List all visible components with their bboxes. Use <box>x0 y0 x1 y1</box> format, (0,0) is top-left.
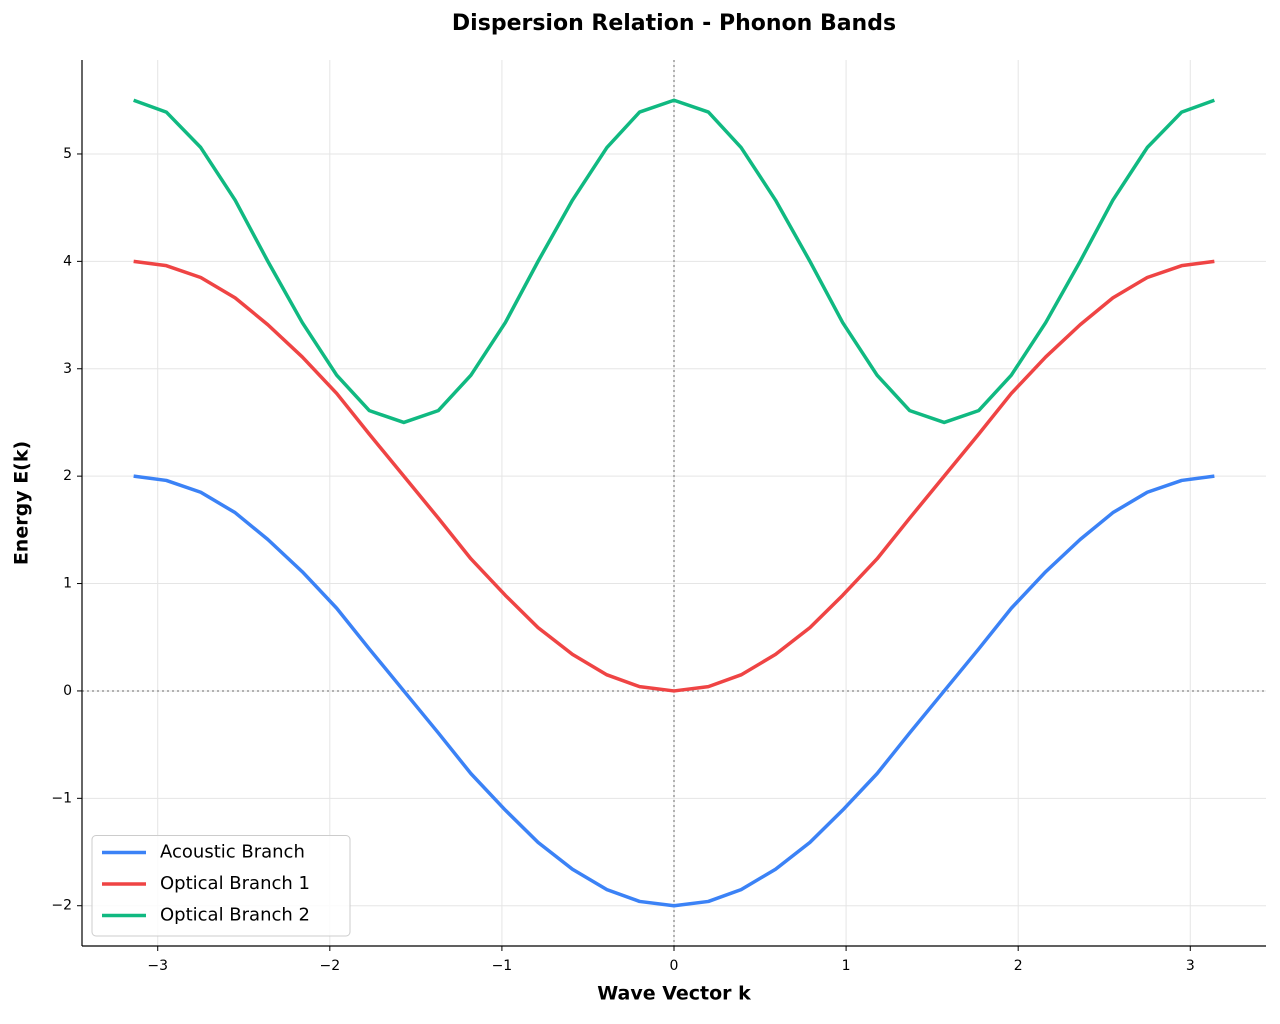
y-tick-label: −2 <box>51 898 72 914</box>
x-tick-label: −2 <box>319 958 340 974</box>
legend <box>91 835 351 937</box>
x-tick-label: −3 <box>147 958 168 974</box>
y-tick-label: 1 <box>63 576 72 592</box>
x-tick-label: 2 <box>1014 958 1023 974</box>
y-axis-label: Energy E(k) <box>11 441 33 565</box>
y-tick-label: 0 <box>63 683 72 699</box>
y-tick-label: 3 <box>63 361 72 377</box>
x-tick-label: 0 <box>670 958 679 974</box>
x-tick-label: 1 <box>842 958 851 974</box>
y-tick-label: 5 <box>63 146 72 162</box>
y-tick-label: −1 <box>51 790 72 806</box>
x-tick-label: −1 <box>492 958 513 974</box>
legend-label: Acoustic Branch <box>160 842 305 863</box>
legend-label: Optical Branch 2 <box>160 905 310 926</box>
y-tick-label: 4 <box>63 253 72 269</box>
chart-title: Dispersion Relation - Phonon Bands <box>452 11 896 36</box>
x-tick-label: 3 <box>1186 958 1195 974</box>
y-tick-label: 2 <box>63 468 72 484</box>
line-series <box>133 259 1215 693</box>
line-series <box>133 98 1215 425</box>
legend-label: Optical Branch 1 <box>160 873 310 894</box>
line-series <box>133 474 1215 908</box>
x-axis-label: Wave Vector k <box>597 983 751 1005</box>
